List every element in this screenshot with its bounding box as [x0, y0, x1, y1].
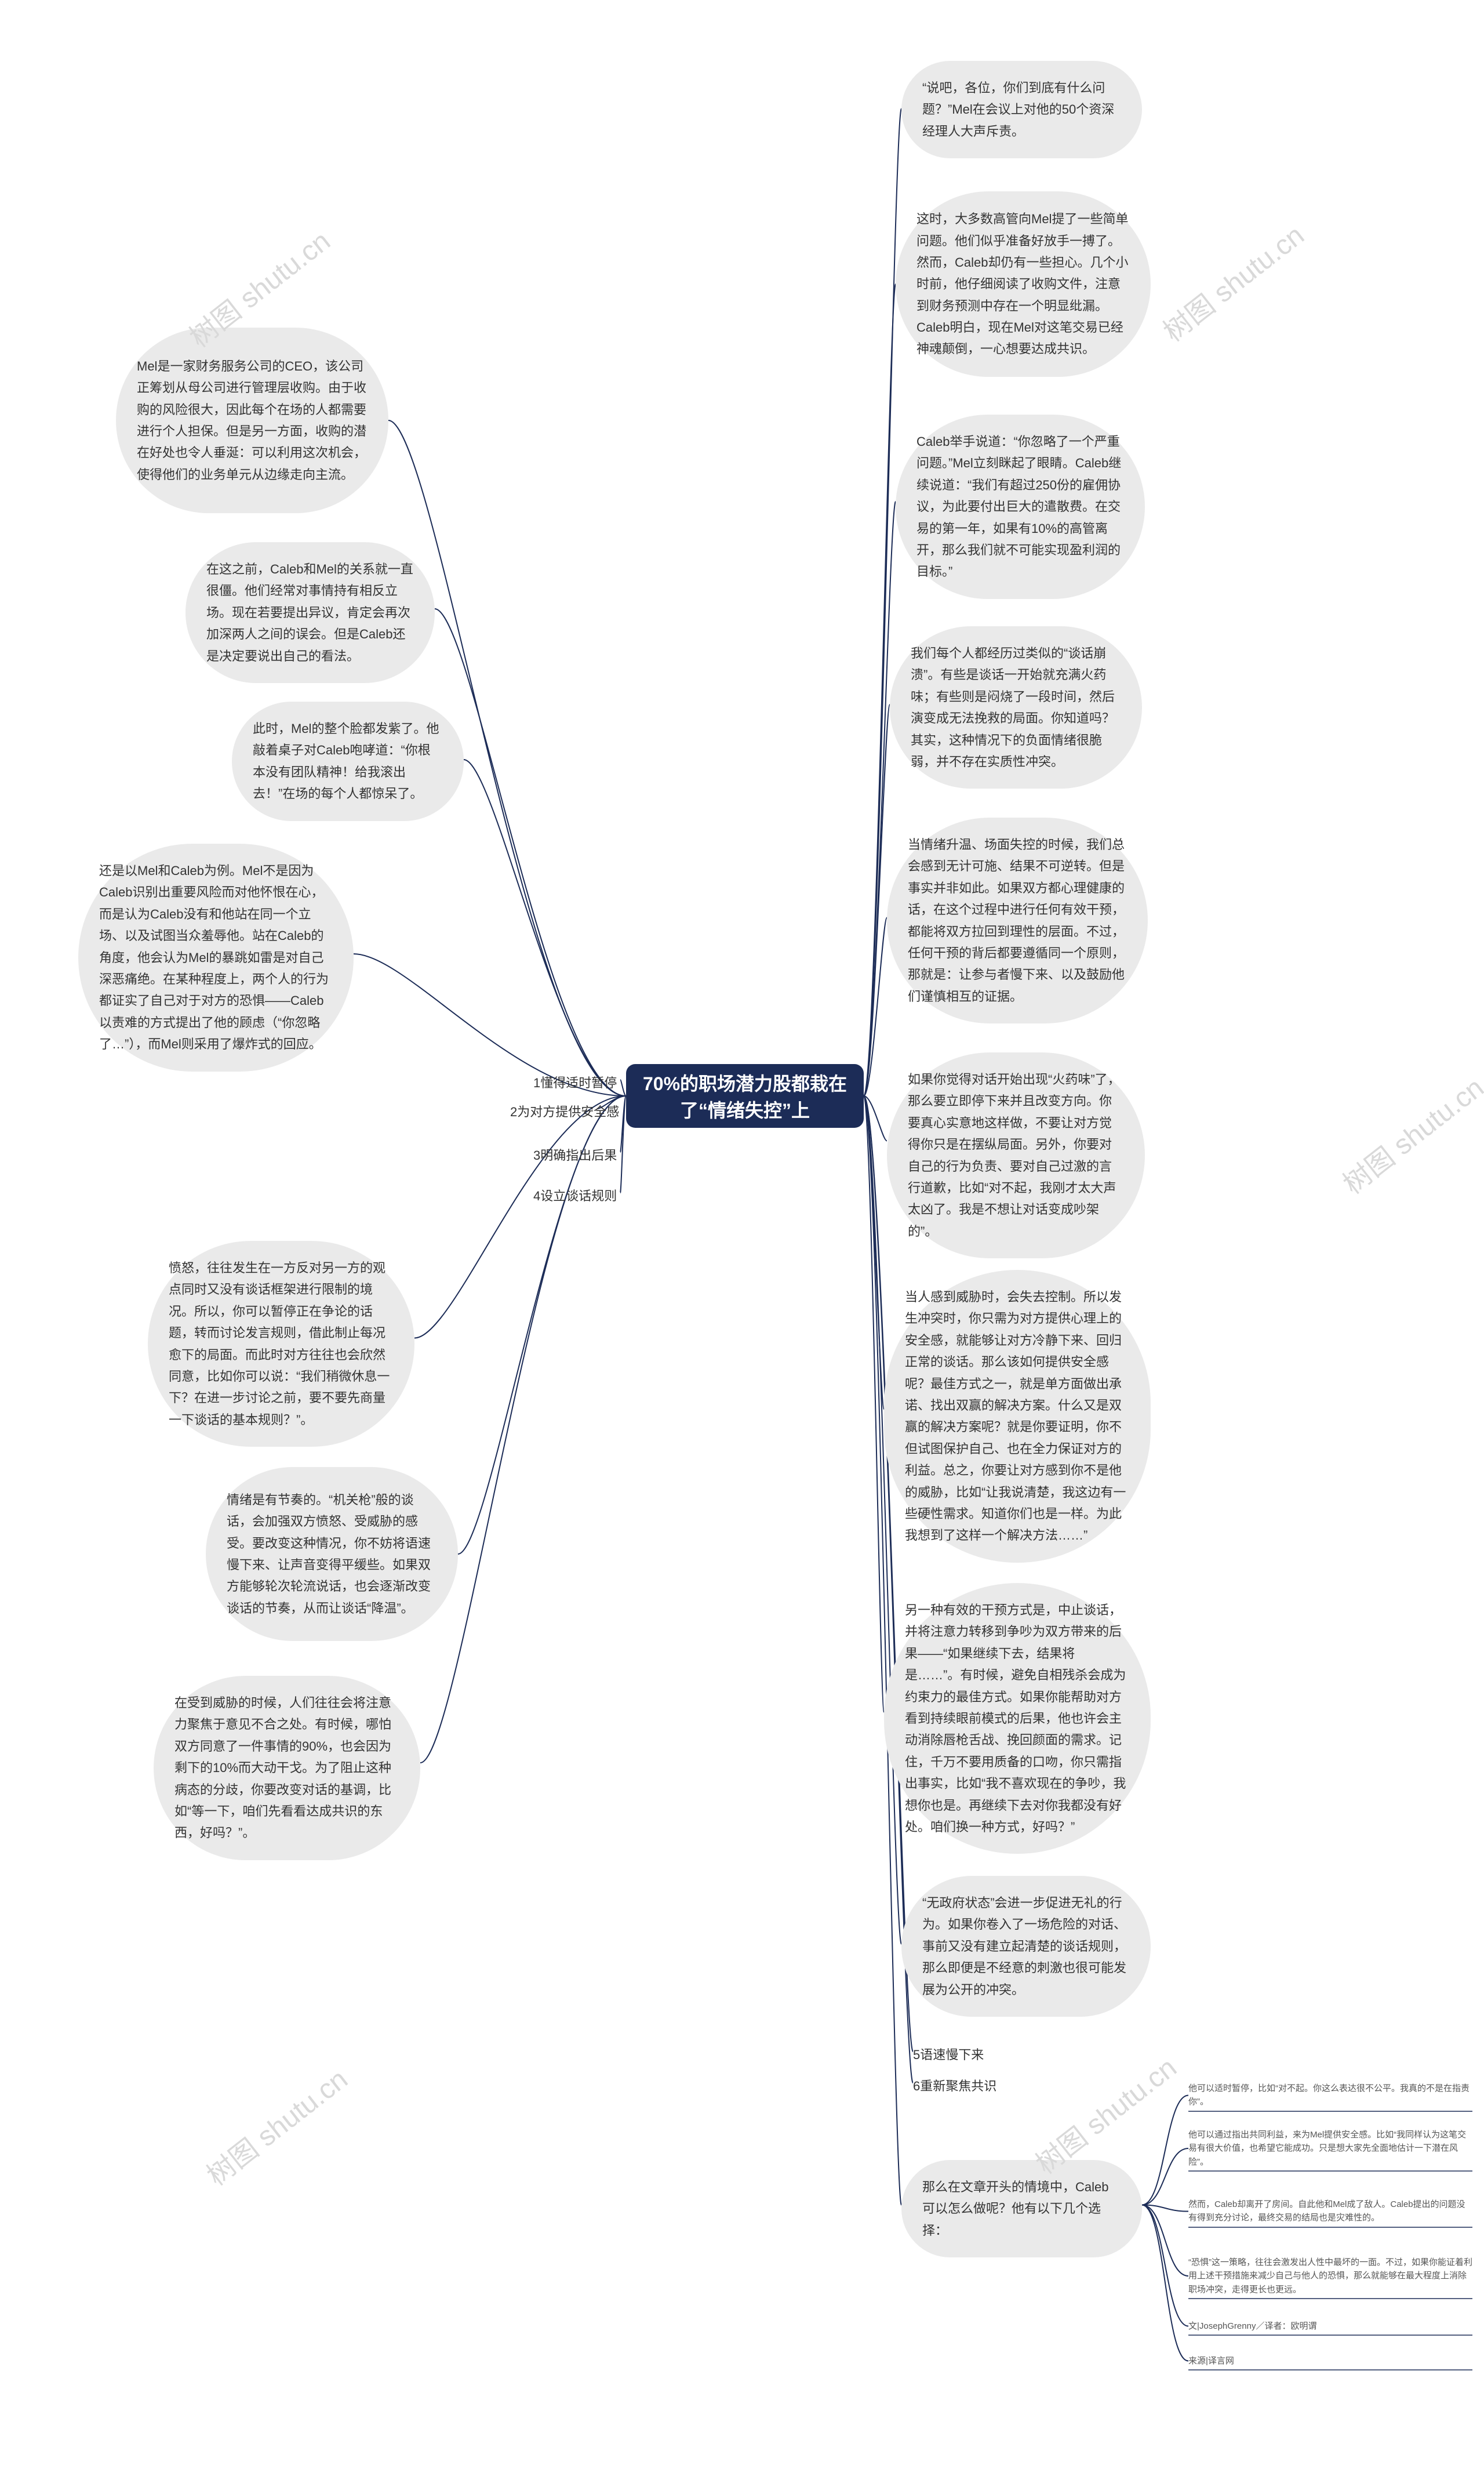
bubble-text: 当情绪升温、场面失控的时候，我们总会感到无计可施、结果不可逆转。但是事实并非如此… — [908, 834, 1127, 1007]
right-sublabel: 6重新聚焦共识 — [913, 2076, 996, 2094]
mini-text: 文|JosephGrenny／译者：欧明谓 — [1188, 2319, 1316, 2333]
right-bubble: 如果你觉得对话开始出现“火药味”了，那么要立即停下来并且改变方向。你要真心实意地… — [887, 1052, 1145, 1258]
bubble-text: Mel是一家财务服务公司的CEO，该公司正筹划从母公司进行管理层收购。由于收购的… — [137, 355, 368, 485]
right-bubble: 当人感到威胁时，会失去控制。所以发生冲突时，你只需为对方提供心理上的安全感，就能… — [884, 1270, 1151, 1563]
left-sublabel: 1懂得适时暂停 — [533, 1073, 617, 1091]
bubble-text: 还是以Mel和Caleb为例。Mel不是因为Caleb识别出重要风险而对他怀恨在… — [99, 860, 333, 1055]
bubble-text: 情绪是有节奏的。“机关枪”般的谈话，会加强双方愤怒、受威胁的感受。要改变这种情况… — [227, 1489, 437, 1619]
bubble-text: 当人感到威胁时，会失去控制。所以发生冲突时，你只需为对方提供心理上的安全感，就能… — [905, 1286, 1130, 1546]
bubble-text: “说吧，各位，你们到底有什么问题？”Mel在会议上对他的50个资深经理人大声斥责… — [922, 77, 1121, 142]
bubble-text: 这时，大多数高管向Mel提了一些简单问题。他们似乎准备好放手一搏了。然而，Cal… — [916, 208, 1130, 360]
left-bubble: 愤怒，往往发生在一方反对另一方的观点同时又没有谈话框架进行限制的境况。所以，你可… — [148, 1241, 414, 1447]
bubble-text: 此时，Mel的整个脸都发紫了。他敲着桌子对Caleb咆哮道：“你根本没有团队精神… — [253, 718, 443, 805]
left-bubble: 在受到威胁的时候，人们往往会将注意力聚焦于意见不合之处。有时候，哪怕双方同意了一… — [154, 1676, 420, 1860]
left-bubble: Mel是一家财务服务公司的CEO，该公司正筹划从母公司进行管理层收购。由于收购的… — [116, 328, 388, 513]
mini-text: 然而，Caleb却离开了房间。自此他和Mel成了敌人。Caleb提出的问题没有得… — [1188, 2198, 1472, 2225]
mini-item: 他可以适时暂停，比如“对不起。你这么表达很不公平。我真的不是在指责你”。 — [1188, 2082, 1472, 2109]
mini-text: 他可以适时暂停，比如“对不起。你这么表达很不公平。我真的不是在指责你”。 — [1188, 2082, 1472, 2109]
right-bubble: “说吧，各位，你们到底有什么问题？”Mel在会议上对他的50个资深经理人大声斥责… — [901, 61, 1142, 158]
root-node: 70%的职场潜力股都栽在了“情绪失控”上 — [626, 1064, 864, 1128]
right-bubble: 另一种有效的干预方式是，中止谈话，并将注意力转移到争吵为双方带来的后果——“如果… — [884, 1583, 1151, 1854]
left-sublabel: 4设立谈话规则 — [533, 1186, 617, 1204]
root-label: 70%的职场潜力股都栽在了“情绪失控”上 — [638, 1069, 852, 1123]
right-bubble: 当情绪升温、场面失控的时候，我们总会感到无计可施、结果不可逆转。但是事实并非如此… — [887, 818, 1148, 1023]
bubble-text: “无政府状态”会进一步促进无礼的行为。如果你卷入了一场危险的对话、事前又没有建立… — [922, 1892, 1130, 2001]
left-bubble: 还是以Mel和Caleb为例。Mel不是因为Caleb识别出重要风险而对他怀恨在… — [78, 844, 354, 1072]
bubble-text: 在受到威胁的时候，人们往往会将注意力聚焦于意见不合之处。有时候，哪怕双方同意了一… — [174, 1692, 399, 1844]
mini-text: 来源|译言网 — [1188, 2354, 1234, 2368]
mini-item: 文|JosephGrenny／译者：欧明谓 — [1188, 2319, 1472, 2333]
bubble-text: 另一种有效的干预方式是，中止谈话，并将注意力转移到争吵为双方带来的后果——“如果… — [905, 1599, 1130, 1838]
bubble-text: 愤怒，往往发生在一方反对另一方的观点同时又没有谈话框架进行限制的境况。所以，你可… — [169, 1257, 394, 1431]
left-bubble: 此时，Mel的整个脸都发紫了。他敲着桌子对Caleb咆哮道：“你根本没有团队精神… — [232, 702, 464, 821]
mini-item: 然而，Caleb却离开了房间。自此他和Mel成了敌人。Caleb提出的问题没有得… — [1188, 2198, 1472, 2225]
bubble-text: 如果你觉得对话开始出现“火药味”了，那么要立即停下来并且改变方向。你要真心实意地… — [908, 1069, 1124, 1242]
right-bubble: 这时，大多数高管向Mel提了一些简单问题。他们似乎准备好放手一搏了。然而，Cal… — [896, 191, 1151, 377]
right-bubble: “无政府状态”会进一步促进无礼的行为。如果你卷入了一场危险的对话、事前又没有建立… — [901, 1876, 1151, 2017]
bubble-text: 那么在文章开头的情境中，Caleb可以怎么做呢？他有以下几个选择： — [922, 2176, 1121, 2241]
mini-item: “恐惧”这一策略，往往会激发出人性中最坏的一面。不过，如果你能证着利用上述干预措… — [1188, 2256, 1472, 2296]
mini-text: 他可以通过指出共同利益，来为Mel提供安全感。比如“我同样认为这笔交易有很大价值… — [1188, 2128, 1472, 2169]
right-bubble: Caleb举手说道：“你忽略了一个严重问题。”Mel立刻眯起了眼睛。Caleb继… — [896, 415, 1145, 599]
left-sublabel: 3明确指出后果 — [533, 1145, 617, 1164]
right-bubble: 那么在文章开头的情境中，Caleb可以怎么做呢？他有以下几个选择： — [901, 2160, 1142, 2257]
left-sublabel: 2为对方提供安全感 — [510, 1102, 619, 1120]
right-bubble: 我们每个人都经历过类似的“谈话崩溃”。有些是谈话一开始就充满火药味；有些则是闷烧… — [890, 626, 1142, 789]
left-bubble: 情绪是有节奏的。“机关枪”般的谈话，会加强双方愤怒、受威胁的感受。要改变这种情况… — [206, 1467, 458, 1641]
mini-item: 来源|译言网 — [1188, 2354, 1472, 2368]
right-sublabel: 5语速慢下来 — [913, 2045, 984, 2063]
bubble-text: Caleb举手说道：“你忽略了一个严重问题。”Mel立刻眯起了眼睛。Caleb继… — [916, 431, 1124, 583]
bubble-text: 在这之前，Caleb和Mel的关系就一直很僵。他们经常对事情持有相反立场。现在若… — [206, 558, 414, 667]
mini-item: 他可以通过指出共同利益，来为Mel提供安全感。比如“我同样认为这笔交易有很大价值… — [1188, 2128, 1472, 2169]
bubble-text: 我们每个人都经历过类似的“谈话崩溃”。有些是谈话一开始就充满火药味；有些则是闷烧… — [911, 642, 1121, 772]
left-bubble: 在这之前，Caleb和Mel的关系就一直很僵。他们经常对事情持有相反立场。现在若… — [186, 542, 435, 683]
mini-text: “恐惧”这一策略，往往会激发出人性中最坏的一面。不过，如果你能证着利用上述干预措… — [1188, 2256, 1472, 2296]
